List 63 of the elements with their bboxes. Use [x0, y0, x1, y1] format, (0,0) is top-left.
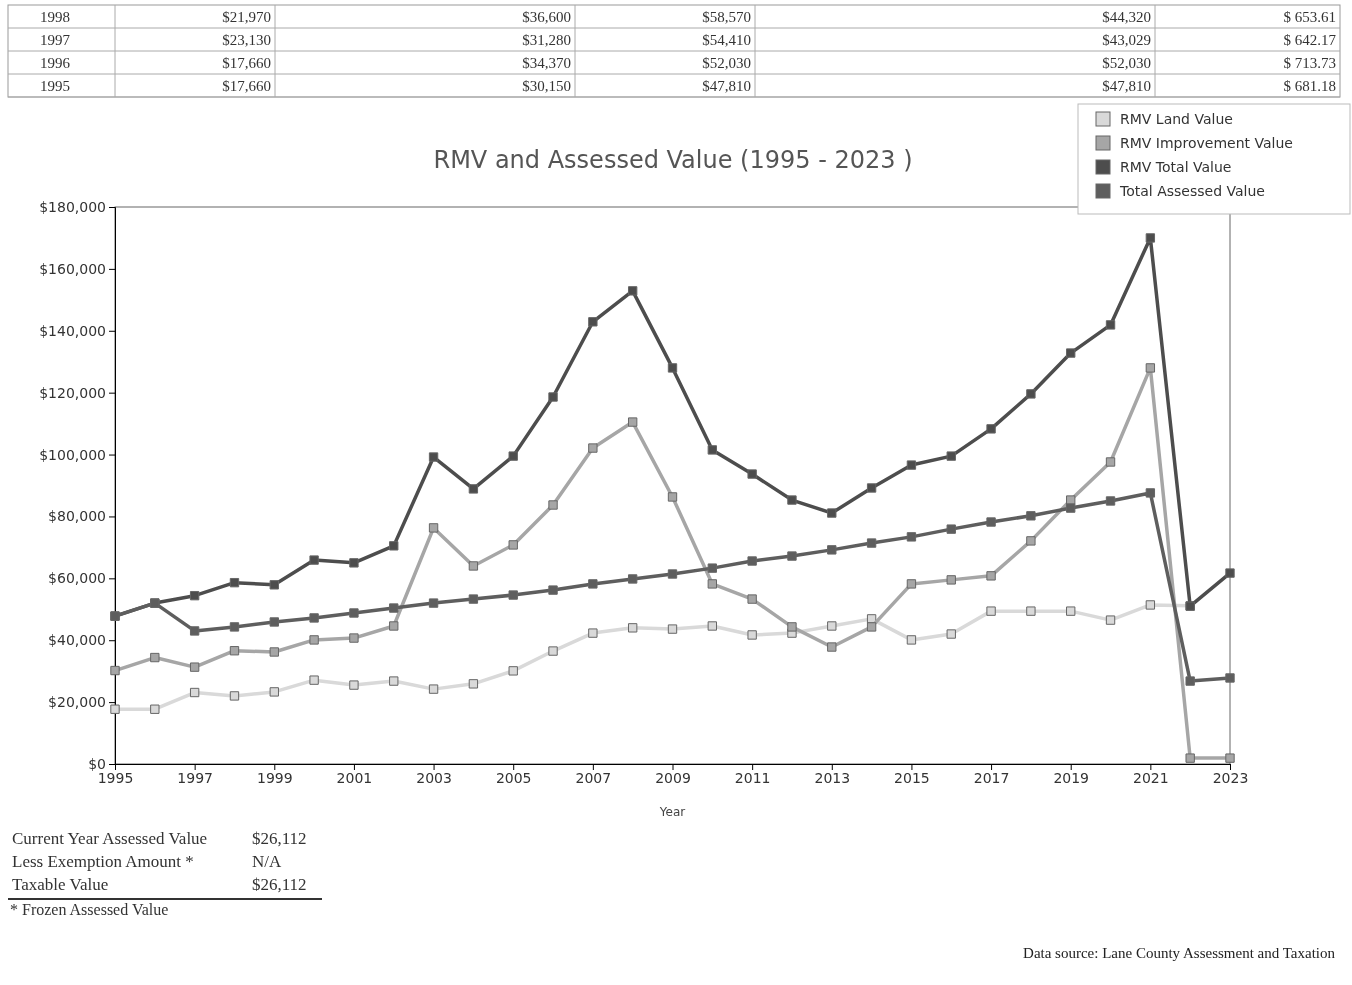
y-tick-label: $100,000 [39, 446, 106, 463]
y-tick-label: $180,000 [39, 198, 106, 215]
text: $ 681.18 [1283, 78, 1336, 94]
chart-title: RMV and Assessed Value (1995 - 2023 ) [433, 146, 913, 174]
text: $17,660 [222, 55, 271, 71]
text: $58,570 [702, 9, 751, 25]
text: $26,112 [252, 829, 307, 848]
text: $36,600 [522, 9, 571, 25]
x-tick-label: 1997 [177, 769, 213, 786]
text: * Frozen Assessed Value [10, 901, 169, 918]
x-tick-label: 2007 [575, 769, 612, 786]
x-tick-label: 2015 [894, 769, 930, 786]
text: $54,410 [702, 32, 751, 48]
legend-label: RMV Total Value [1120, 159, 1232, 175]
legend-label: Total Assessed Value [1119, 183, 1265, 199]
x-tick-label: 2023 [1212, 769, 1249, 786]
x-tick-label: 2009 [655, 769, 691, 786]
text: $52,030 [702, 55, 751, 71]
text: 1998 [40, 9, 70, 25]
x-tick-label: 2005 [495, 769, 532, 786]
text: $ 642.17 [1283, 32, 1337, 48]
text: $47,810 [702, 78, 751, 94]
x-tick-label: 2017 [973, 769, 1010, 786]
text: $47,810 [1102, 78, 1151, 94]
text: $ 713.73 [1283, 55, 1336, 71]
y-tick-label: $60,000 [48, 570, 106, 587]
y-tick-label: $120,000 [39, 384, 106, 401]
text: $ 653.61 [1283, 9, 1336, 25]
text: $44,320 [1102, 9, 1151, 25]
x-tick-label: 2019 [1053, 769, 1090, 786]
text: $21,970 [222, 9, 271, 25]
text: $26,112 [252, 875, 307, 894]
x-tick-label: 2011 [734, 769, 771, 786]
y-tick-label: $80,000 [48, 508, 106, 525]
y-tick-label: $0 [88, 755, 106, 772]
text: $34,370 [522, 55, 571, 71]
y-tick-label: $160,000 [39, 260, 106, 277]
text: Current Year Assessed Value [12, 829, 208, 848]
text: $17,660 [222, 78, 271, 94]
x-tick-label: 2001 [336, 769, 373, 786]
legend-label: RMV Land Value [1120, 111, 1233, 127]
x-tick-label: 2021 [1133, 769, 1169, 786]
text: Less Exemption Amount * [12, 852, 194, 871]
text: $43,029 [1102, 32, 1151, 48]
y-tick-label: $20,000 [48, 694, 106, 711]
text: 1996 [40, 55, 71, 71]
x-tick-label: 2013 [814, 769, 851, 786]
source-note: Data source: Lane County Assessment and Taxation [1023, 945, 1336, 961]
text: Taxable Value [12, 875, 109, 894]
x-axis-title: Year [658, 805, 686, 819]
x-tick-label: 1999 [256, 769, 293, 786]
x-tick-label: 1995 [97, 769, 134, 786]
legend-label: RMV Improvement Value [1120, 135, 1293, 151]
text: 1995 [40, 78, 70, 94]
text: $52,030 [1102, 55, 1151, 71]
text: $30,150 [522, 78, 571, 94]
text: $31,280 [522, 32, 571, 48]
x-tick-label: 2003 [416, 769, 452, 786]
text: N/A [252, 852, 282, 871]
y-tick-label: $40,000 [48, 632, 106, 649]
text: $23,130 [222, 32, 271, 48]
y-tick-label: $140,000 [39, 322, 106, 339]
text: 1997 [40, 32, 71, 48]
